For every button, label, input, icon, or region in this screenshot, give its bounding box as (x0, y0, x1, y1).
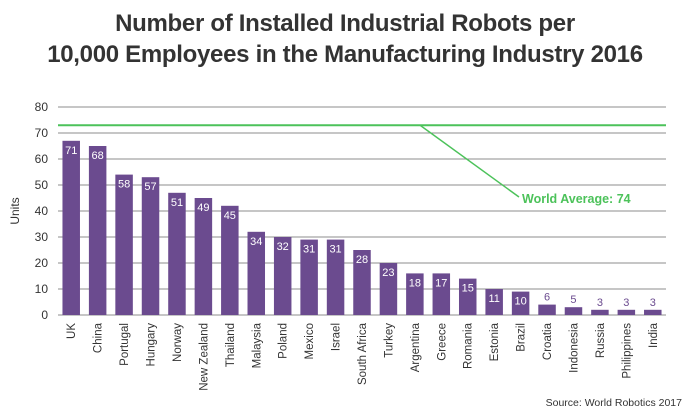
data-label: 34 (250, 236, 262, 248)
bar (353, 250, 371, 315)
data-label: 6 (544, 292, 550, 304)
data-label: 18 (409, 277, 421, 289)
category-label: Norway (172, 323, 184, 362)
category-label: Estonia (489, 322, 501, 361)
bar (300, 239, 318, 315)
category-label: Romania (463, 322, 475, 369)
y-tick-label: 60 (35, 152, 49, 166)
bar (273, 237, 292, 315)
world-average-label: World Average: 74 (522, 192, 631, 206)
y-tick-label: 20 (35, 256, 49, 270)
category-label: Hungary (146, 323, 158, 367)
chart-title-line-2: 10,000 Employees in the Manufacturing In… (47, 41, 643, 68)
data-label: 58 (118, 179, 130, 191)
source-note: Source: World Robotics 2017 (545, 397, 682, 409)
category-label: Argentina (410, 322, 422, 372)
category-label: India (648, 322, 660, 348)
category-label: Mexico (304, 323, 316, 359)
category-label: Turkey (383, 323, 395, 358)
bar (617, 309, 636, 315)
data-label: 68 (92, 150, 104, 162)
category-label: Israel (331, 323, 343, 351)
chart-title-line-1: Number of Installed Industrial Robots pe… (115, 10, 575, 37)
bar (221, 205, 239, 315)
data-label: 71 (65, 145, 77, 157)
data-label: 3 (597, 297, 603, 309)
bar (591, 309, 609, 315)
category-label: Brazil (516, 323, 528, 352)
bar (115, 174, 133, 315)
data-label: 31 (329, 244, 341, 256)
data-label: 3 (650, 297, 656, 309)
category-label: Thailand (225, 323, 237, 367)
y-tick-label: 50 (35, 178, 49, 192)
data-label: 28 (356, 254, 368, 266)
category-label: South Africa (357, 322, 369, 385)
y-tick-label: 10 (35, 282, 49, 296)
bar (458, 278, 477, 315)
data-label: 45 (224, 210, 236, 222)
category-label: Malaysia (251, 322, 263, 368)
data-label: 3 (623, 297, 629, 309)
bar (168, 192, 186, 315)
category-label: UK (66, 323, 78, 339)
world-average-leader (419, 124, 520, 198)
category-label: Poland (278, 323, 290, 359)
bar (644, 309, 662, 315)
bar (141, 177, 160, 315)
y-tick-label: 0 (41, 308, 48, 322)
bar (194, 198, 213, 315)
category-label: Portugal (119, 323, 131, 366)
category-label: China (93, 322, 105, 353)
bar (62, 140, 80, 315)
data-label: 57 (144, 181, 156, 193)
data-label: 23 (382, 267, 394, 279)
bar (485, 289, 503, 315)
bar (88, 146, 107, 315)
bar (511, 291, 530, 315)
category-label: Philippines (621, 323, 633, 379)
y-tick-label: 30 (35, 230, 49, 244)
category-label: New Zealand (198, 323, 210, 391)
data-label: 10 (514, 296, 526, 308)
bar (538, 304, 556, 315)
y-tick-label: 40 (35, 204, 49, 218)
bar (406, 273, 424, 315)
data-label: 17 (435, 277, 447, 289)
data-label: 51 (171, 197, 183, 209)
category-label: Russia (595, 322, 607, 358)
category-label: Croatia (542, 322, 554, 360)
bar (247, 231, 266, 315)
bar (379, 263, 398, 315)
data-label: 31 (303, 244, 315, 256)
data-label: 5 (570, 294, 576, 306)
bar (432, 273, 451, 315)
data-label: 32 (277, 241, 289, 253)
data-label: 49 (197, 202, 209, 214)
y-tick-label: 70 (35, 126, 49, 140)
y-axis-label: Units (8, 197, 22, 224)
bar (326, 239, 345, 315)
category-label: Greece (436, 323, 448, 361)
data-label: 11 (488, 293, 499, 305)
bar (564, 307, 583, 315)
data-label: 15 (462, 283, 474, 295)
chart-title: Number of Installed Industrial Robots pe… (0, 8, 690, 70)
y-tick-label: 80 (35, 100, 49, 114)
category-label: Indonesia (568, 322, 580, 372)
